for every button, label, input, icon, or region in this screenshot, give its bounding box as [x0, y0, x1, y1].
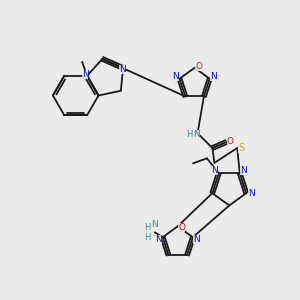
- Text: N: N: [152, 220, 158, 229]
- Text: N: N: [193, 130, 200, 139]
- Text: N: N: [82, 70, 88, 79]
- Text: N: N: [172, 72, 179, 81]
- Text: H: H: [145, 233, 151, 242]
- Text: H: H: [144, 223, 150, 232]
- Text: S: S: [238, 143, 244, 153]
- Text: O: O: [227, 136, 234, 146]
- Text: O: O: [178, 223, 185, 232]
- Text: N: N: [155, 235, 162, 244]
- Text: N: N: [248, 189, 254, 198]
- Text: N: N: [194, 235, 200, 244]
- Text: O: O: [195, 62, 202, 71]
- Text: N: N: [119, 64, 125, 74]
- Text: H: H: [186, 130, 193, 139]
- Text: N: N: [240, 166, 247, 175]
- Text: N: N: [210, 72, 217, 81]
- Text: N: N: [212, 166, 218, 175]
